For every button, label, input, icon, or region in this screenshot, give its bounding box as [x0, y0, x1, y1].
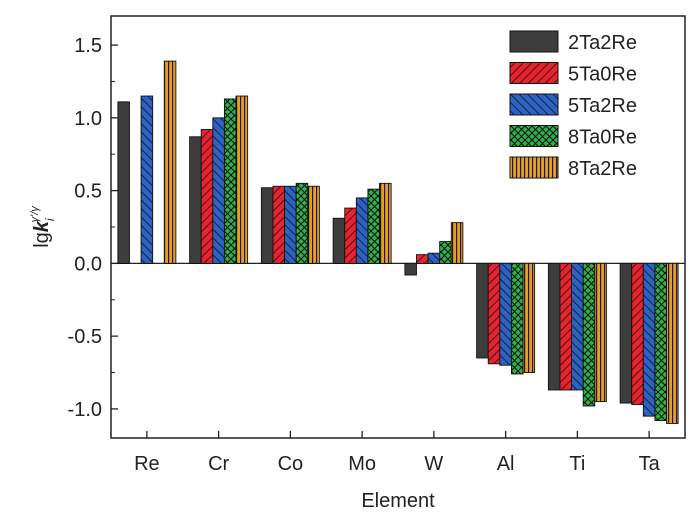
bar-8Ta2Re-Cr [235, 95, 249, 264]
bar-8Ta0Re-Al [510, 262, 524, 375]
bar-8Ta0Re-W [439, 241, 452, 264]
bar-5Ta2Re-W [427, 252, 441, 264]
bar-5Ta0Re-Ti [559, 262, 573, 391]
x-tick-label: Cr [208, 453, 229, 475]
bar-5Ta0Re-Ta [631, 262, 644, 405]
bar-8Ta2Re-W [450, 222, 464, 264]
bar-5Ta2Re-Cr [212, 117, 225, 264]
y-axis: -1.0 -0.5 0.0 0.5 1.0 1.5 [68, 35, 118, 421]
bar-2Ta2Re-Al [476, 262, 489, 359]
x-tick-label: Re [134, 453, 160, 475]
bar-8Ta2Re-Re [163, 60, 177, 264]
bar-5Ta2Re-Al [499, 262, 512, 366]
legend: 2Ta2Re 5Ta0Re 5Ta2Re 8Ta0Re 8Ta2Re [509, 30, 637, 180]
bar-5Ta0Re-Al [487, 262, 501, 365]
x-tick-label: Al [497, 453, 515, 475]
legend-swatch-5Ta0Re [509, 62, 559, 84]
legend-label-5Ta0Re: 5Ta0Re [568, 64, 637, 86]
bar-2Ta2Re-Co [260, 187, 274, 264]
x-axis-label: Element [361, 490, 435, 512]
bar-8Ta0Re-Mo [367, 188, 380, 264]
legend-label-8Ta0Re: 8Ta0Re [568, 127, 637, 149]
bar-5Ta2Re-Ta [642, 262, 656, 417]
bar-5Ta2Re-Ti [571, 262, 584, 391]
bar-5Ta2Re-Co [284, 185, 297, 264]
x-tick-label: W [424, 453, 443, 475]
y-tick-label: 1.0 [74, 108, 102, 130]
bar-5Ta0Re-W [416, 254, 429, 264]
x-tick-label: Ti [569, 453, 585, 475]
bar-8Ta0Re-Ti [582, 262, 596, 407]
bar-8Ta0Re-Ta [654, 262, 667, 421]
bar-8Ta2Re-Mo [379, 182, 392, 264]
bar-2Ta2Re-Ti [547, 262, 561, 391]
bar-8Ta2Re-Al [522, 262, 536, 373]
x-tick-label: Mo [348, 453, 376, 475]
bar-2Ta2Re-Ta [619, 262, 633, 404]
bar-series [117, 60, 679, 424]
legend-label-8Ta2Re: 8Ta2Re [568, 158, 637, 180]
bar-2Ta2Re-Mo [332, 217, 346, 264]
y-tick-label: 0.5 [74, 181, 102, 203]
bar-5Ta0Re-Mo [344, 207, 357, 264]
x-tick-label: Ta [639, 453, 661, 475]
bar-5Ta0Re-Co [272, 185, 286, 264]
legend-swatch-8Ta0Re [509, 125, 559, 147]
bar-8Ta0Re-Cr [223, 98, 237, 264]
bar-8Ta2Re-Ti [594, 262, 607, 403]
legend-label-2Ta2Re: 2Ta2Re [568, 32, 637, 54]
legend-swatch-8Ta2Re [509, 156, 559, 179]
bar-5Ta2Re-Mo [355, 197, 369, 264]
bar-2Ta2Re-W [404, 262, 417, 276]
bar-5Ta0Re-Cr [200, 129, 214, 264]
bar-2Ta2Re-Re [117, 101, 130, 264]
y-tick-label: 1.5 [74, 35, 102, 57]
bar-8Ta2Re-Co [307, 185, 320, 264]
legend-swatch-5Ta2Re [509, 93, 559, 116]
bar-8Ta0Re-Co [295, 182, 309, 264]
y-tick-label: 0.0 [74, 253, 102, 275]
y-tick-label: -1.0 [68, 399, 102, 421]
x-tick-label: Co [278, 453, 304, 475]
bar-8Ta2Re-Ta [666, 262, 679, 424]
y-tick-label: -0.5 [68, 326, 102, 348]
bar-5Ta2Re-Re [140, 95, 154, 264]
y-axis-label: lgkiγ'/γ [29, 205, 57, 248]
legend-label-5Ta2Re: 5Ta2Re [568, 95, 637, 117]
bar-2Ta2Re-Cr [189, 136, 202, 264]
legend-swatch-2Ta2Re [509, 30, 559, 53]
x-axis: Re Cr Co Mo W Al Ti Ta [134, 431, 661, 475]
